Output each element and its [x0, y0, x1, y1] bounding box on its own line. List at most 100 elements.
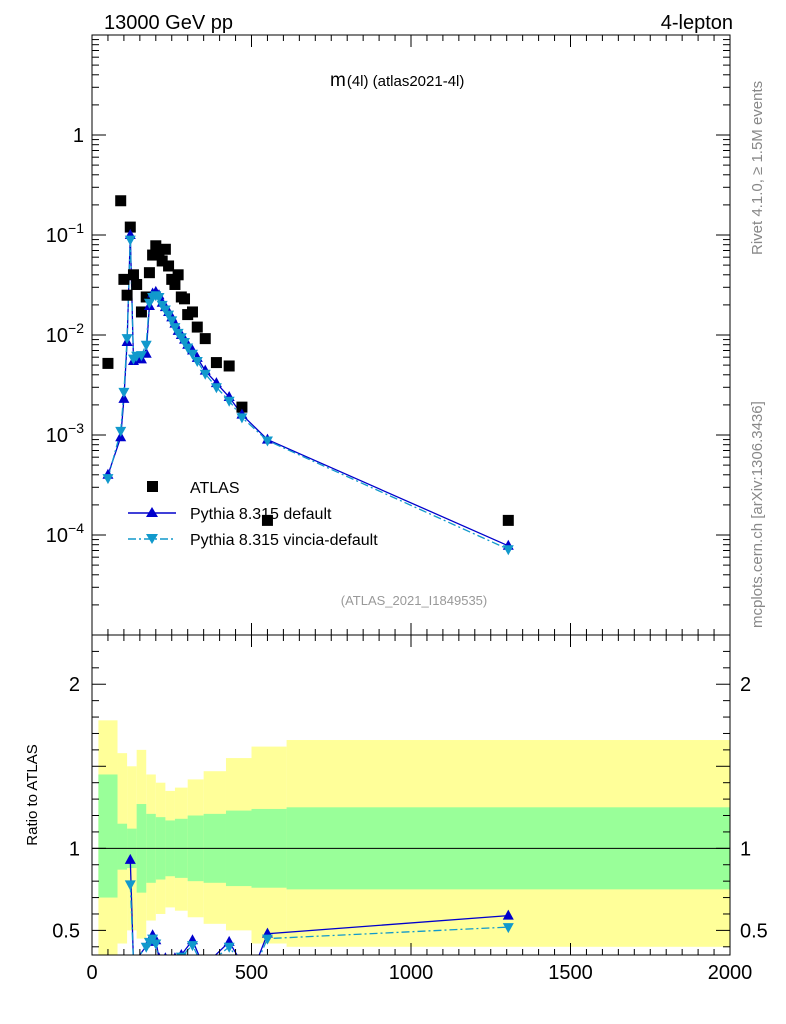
ratio-vincia-point [153, 956, 164, 966]
y-tick-mantissa: 10 [46, 525, 68, 547]
data-point [150, 240, 162, 252]
ratio-vincia-point [261, 934, 273, 945]
band-inner [117, 823, 128, 870]
y-tick-label: 10−2 [46, 320, 84, 347]
data-point [236, 401, 248, 413]
legend-marker-default [146, 507, 158, 517]
ratio-y-tick-label-left: 0.5 [52, 920, 80, 942]
data-point [121, 289, 133, 301]
vincia-point [121, 334, 133, 345]
ratio-default-point [124, 853, 136, 864]
data-point [124, 221, 136, 233]
ratio-vincia-point [169, 956, 180, 966]
vincia-point [179, 338, 191, 349]
data-point [140, 291, 152, 303]
data-point [147, 249, 159, 261]
legend-marker-data [147, 481, 158, 492]
legend: ATLAS Pythia 8.315 default Pythia 8.315 … [128, 480, 378, 549]
y-tick-exponent: −3 [68, 420, 84, 436]
vincia-point [199, 369, 211, 380]
data-point [172, 269, 184, 281]
vincia-point [166, 316, 178, 327]
y-tick-mantissa: 10 [46, 425, 68, 447]
y-tick-label: 10−4 [46, 520, 84, 547]
vincia-point [163, 310, 175, 321]
data-point [199, 333, 211, 345]
data-point [163, 260, 175, 272]
legend-label-data: ATLAS [190, 480, 240, 497]
data-point [102, 357, 114, 369]
ratio-default-point [502, 909, 514, 920]
data-point [131, 278, 143, 290]
ratio-y-tick-label-right: 0.5 [740, 920, 768, 942]
vincia-point [153, 292, 165, 303]
data-point [191, 321, 203, 333]
ratio-vincia-point [175, 952, 187, 955]
ratio-uncertainty-bands [98, 720, 730, 955]
data-point [169, 278, 181, 290]
vincia-point [159, 305, 171, 316]
x-tick-label: 1500 [548, 962, 593, 984]
vincia-point [140, 340, 152, 351]
y-tick-mantissa: 10 [46, 225, 68, 247]
ratio-vincia-point [502, 923, 514, 934]
ratio-y-tick-label-left: 1 [69, 838, 80, 860]
ratio-default-point [173, 952, 177, 955]
final-state-label: 4-lepton [661, 12, 733, 34]
y-tick-label: 10−3 [46, 420, 84, 447]
data-point [135, 306, 147, 318]
legend-label-vincia: Pythia 8.315 vincia-default [190, 532, 378, 549]
x-tick-label: 1000 [389, 962, 434, 984]
data-point [223, 360, 235, 372]
vincia-point [169, 323, 181, 334]
data-point [502, 514, 514, 526]
rivet-version-label: Rivet 4.1.0, ≥ 1.5M events [749, 81, 766, 255]
legend-label-default: Pythia 8.315 default [190, 506, 332, 523]
vincia-point [236, 413, 248, 424]
data-point [115, 195, 127, 207]
vincia-point [102, 474, 114, 485]
series-line-vincia [107, 239, 509, 550]
vincia-point [124, 235, 136, 246]
data-point [143, 267, 155, 279]
ratio-vincia-point [198, 964, 209, 974]
vincia-point [118, 387, 130, 398]
y-tick-exponent: −1 [68, 220, 84, 236]
vincia-point [261, 436, 273, 447]
y-tick-label: 10−1 [46, 220, 84, 247]
mcplots-label: mcplots.cern.ch [arXiv:1306.3436] [749, 401, 766, 628]
vincia-point [502, 545, 514, 556]
data-point [159, 243, 171, 255]
vincia-point [223, 396, 235, 407]
reference-label: (ATLAS_2021_I1849535) [341, 593, 487, 608]
ratio-default-point [198, 960, 209, 970]
ratio-y-tick-label-right: 2 [740, 674, 751, 696]
ratio-vincia-point [186, 941, 198, 952]
beam-label: 13000 GeV pp [104, 12, 233, 34]
vincia-point [186, 349, 198, 360]
ratio-axis-label: Ratio to ATLAS [24, 744, 41, 845]
y-tick-exponent: −4 [68, 520, 84, 536]
data-point [179, 293, 191, 305]
ratio-default-point [128, 957, 139, 967]
plot-title-variable: m [330, 70, 346, 91]
plot-title: m(4l) (atlas2021-4l) [330, 70, 464, 91]
data-point [186, 306, 198, 318]
x-tick-label: 2000 [708, 962, 753, 984]
ratio-y-tick-label-left: 2 [69, 674, 80, 696]
x-tick-label: 0 [86, 962, 97, 984]
data-point [261, 514, 273, 526]
data-point [153, 248, 165, 260]
vincia-point [191, 356, 203, 367]
ratio-y-tick-label-right: 1 [740, 838, 751, 860]
vincia-point [210, 383, 222, 394]
ratio-default-point [157, 952, 161, 955]
data-point [156, 255, 168, 267]
legend-marker-vincia [146, 534, 158, 544]
ratio-vincia-point [150, 939, 162, 950]
ratio-vincia-point [128, 959, 139, 969]
vincia-point [135, 351, 147, 362]
band-inner [98, 774, 118, 898]
data-point [127, 269, 139, 281]
y-tick-exponent: −2 [68, 320, 84, 336]
